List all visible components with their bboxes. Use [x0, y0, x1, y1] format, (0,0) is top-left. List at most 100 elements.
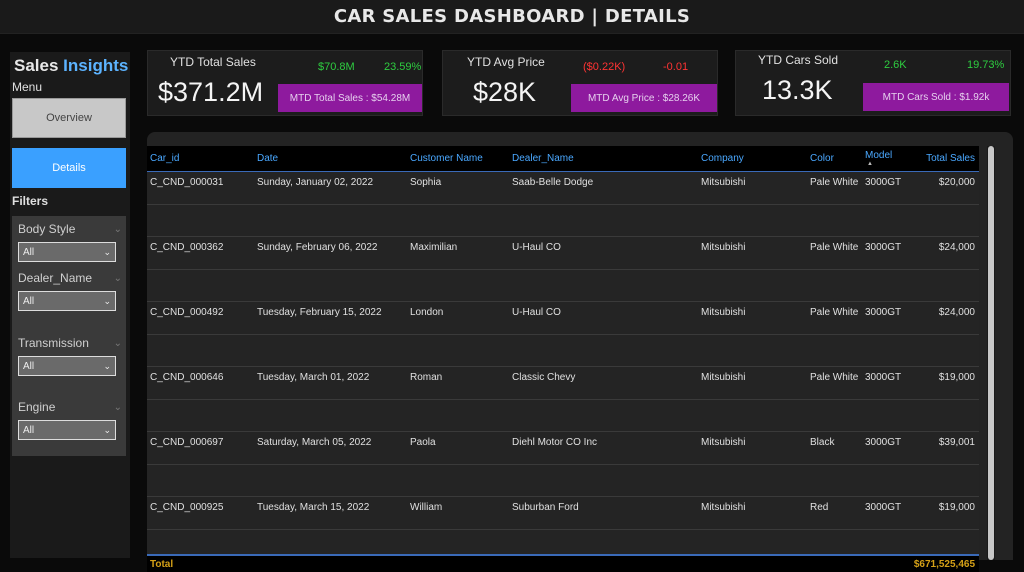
table-row[interactable]: C_CND_000492 Tuesday, February 15, 2022 Lo…	[147, 301, 979, 335]
kpi-value: $28K	[473, 77, 537, 107]
column-header-car-id[interactable]: Car_id	[147, 146, 254, 172]
cell-dealer-name: Diehl Motor CO Inc	[509, 431, 698, 465]
column-header-date[interactable]: Date	[254, 146, 407, 172]
table-row[interactable]: C_CND_000031 Sunday, January 02, 2022 Soph…	[147, 171, 979, 205]
nav-overview-button[interactable]: Overview	[12, 98, 126, 138]
kpi-delta-abs: 2.6K	[884, 59, 907, 71]
column-header-color[interactable]: Color	[807, 146, 862, 172]
table-row-spacer	[147, 464, 979, 497]
cell-total-sales: $19,000	[902, 496, 979, 530]
brand-text-insights: Insights	[63, 56, 129, 75]
cell-company: Mitsubishi	[698, 236, 807, 270]
table-header-row: Car_id Date Customer Name Dealer_Name Co…	[147, 146, 979, 172]
cell-customer-name: William	[407, 496, 509, 530]
sort-ascending-icon[interactable]: ▲	[867, 161, 873, 167]
column-header-dealer-name[interactable]: Dealer_Name	[509, 146, 698, 172]
filter-engine-label: Engine	[18, 400, 56, 414]
cell-customer-name: Maximilian	[407, 236, 509, 270]
cell-dealer-name: U-Haul CO	[509, 236, 698, 270]
table-row-spacer	[147, 399, 979, 432]
cell-car-id: C_CND_000646	[147, 366, 254, 400]
cell-customer-name: Sophia	[407, 171, 509, 205]
cell-customer-name: London	[407, 301, 509, 335]
kpi-title: YTD Total Sales	[170, 55, 256, 69]
transmission-dropdown[interactable]: All ⌄	[18, 356, 116, 376]
cell-total-sales: $24,000	[902, 301, 979, 335]
kpi-delta-pct: -0.01	[663, 61, 689, 73]
cell-customer-name: Paola	[407, 431, 509, 465]
cell-customer-name: Roman	[407, 366, 509, 400]
table-row[interactable]: C_CND_000697 Saturday, March 05, 2022 Paol…	[147, 431, 979, 465]
table-row-spacer	[147, 204, 979, 237]
nav-details-button[interactable]: Details	[12, 148, 126, 188]
column-header-model[interactable]: Model ▲	[862, 146, 902, 172]
filter-dealer-name-label: Dealer_Name	[18, 271, 93, 285]
kpi-delta-pct: 19.73%	[967, 59, 1005, 71]
table-row[interactable]: C_CND_000646 Tuesday, March 01, 2022 Roman…	[147, 366, 979, 400]
engine-dropdown[interactable]: All ⌄	[18, 420, 116, 440]
kpi-card-avg-price: YTD Avg Price $28K ($0.22K) -0.01 MTD Av…	[442, 50, 718, 116]
kpi-title: YTD Cars Sold	[758, 53, 839, 67]
table-body: C_CND_000031 Sunday, January 02, 2022 Soph…	[147, 171, 979, 562]
kpi-card-total-sales: YTD Total Sales $371.2M $70.8M 23.59% MT…	[147, 50, 423, 116]
cell-date: Sunday, February 06, 2022	[254, 236, 407, 270]
kpi-delta-abs: $70.8M	[318, 61, 355, 73]
filters-panel: Body Style ⌄ All ⌄ Dealer_Name ⌄ All ⌄ T…	[12, 216, 126, 456]
cell-date: Tuesday, February 15, 2022	[254, 301, 407, 335]
cell-car-id: C_CND_000492	[147, 301, 254, 335]
mtd-badge: MTD Avg Price : $28.26K	[571, 84, 717, 112]
chevron-down-icon: ⌄	[103, 295, 111, 306]
brand-logo: Sales Insights	[14, 56, 128, 76]
filter-transmission: Transmission ⌄ All ⌄	[18, 336, 122, 376]
cell-total-sales: $19,000	[902, 366, 979, 400]
cell-dealer-name: U-Haul CO	[509, 301, 698, 335]
kpi-value: $371.2M	[158, 77, 264, 107]
table-row-spacer	[147, 269, 979, 302]
cell-total-sales: $20,000	[902, 171, 979, 205]
brand-text-sales: Sales	[14, 56, 59, 75]
cell-color: Black	[807, 431, 862, 465]
dealer-name-dropdown[interactable]: All ⌄	[18, 291, 116, 311]
table-row[interactable]: C_CND_000362 Sunday, February 06, 2022 Max…	[147, 236, 979, 270]
menu-label: Menu	[12, 80, 43, 94]
chevron-down-icon[interactable]: ⌄	[113, 337, 122, 349]
cell-car-id: C_CND_000031	[147, 171, 254, 205]
cell-company: Mitsubishi	[698, 496, 807, 530]
cell-color: Pale White	[807, 301, 862, 335]
cell-dealer-name: Saab-Belle Dodge	[509, 171, 698, 205]
cell-total-sales: $39,001	[902, 431, 979, 465]
chevron-down-icon[interactable]: ⌄	[113, 401, 122, 413]
cell-color: Pale White	[807, 171, 862, 205]
table-row[interactable]: C_CND_000925 Tuesday, March 15, 2022 Willi…	[147, 496, 979, 530]
filter-engine: Engine ⌄ All ⌄	[18, 400, 122, 440]
page-title: CAR SALES DASHBOARD | DETAILS	[333, 6, 691, 27]
chevron-down-icon: ⌄	[103, 246, 111, 257]
column-header-company[interactable]: Company	[698, 146, 807, 172]
cell-car-id: C_CND_000362	[147, 236, 254, 270]
filters-label: Filters	[12, 194, 49, 208]
cell-model: 3000GT	[862, 236, 902, 270]
scrollbar-thumb[interactable]	[988, 146, 994, 560]
column-header-total-sales[interactable]: Total Sales	[902, 146, 979, 172]
details-table-panel: Car_id Date Customer Name Dealer_Name Co…	[147, 132, 1013, 572]
cell-color: Red	[807, 496, 862, 530]
table-row-spacer	[147, 334, 979, 367]
table-total-row: Total $671,525,465	[147, 554, 979, 572]
chevron-down-icon[interactable]: ⌄	[113, 223, 122, 235]
cell-total-sales: $24,000	[902, 236, 979, 270]
mtd-badge: MTD Cars Sold : $1.92k	[863, 83, 1009, 111]
body-style-dropdown[interactable]: All ⌄	[18, 242, 116, 262]
cell-date: Saturday, March 05, 2022	[254, 431, 407, 465]
column-header-model-label: Model	[865, 150, 893, 161]
chevron-down-icon[interactable]: ⌄	[113, 272, 122, 284]
engine-value: All	[23, 424, 35, 436]
cell-model: 3000GT	[862, 496, 902, 530]
cell-model: 3000GT	[862, 171, 902, 205]
cell-company: Mitsubishi	[698, 366, 807, 400]
column-header-customer-name[interactable]: Customer Name	[407, 146, 509, 172]
cell-dealer-name: Suburban Ford	[509, 496, 698, 530]
dealer-name-value: All	[23, 295, 35, 307]
table-scrollbar[interactable]	[987, 146, 995, 560]
cell-model: 3000GT	[862, 431, 902, 465]
cell-date: Tuesday, March 01, 2022	[254, 366, 407, 400]
